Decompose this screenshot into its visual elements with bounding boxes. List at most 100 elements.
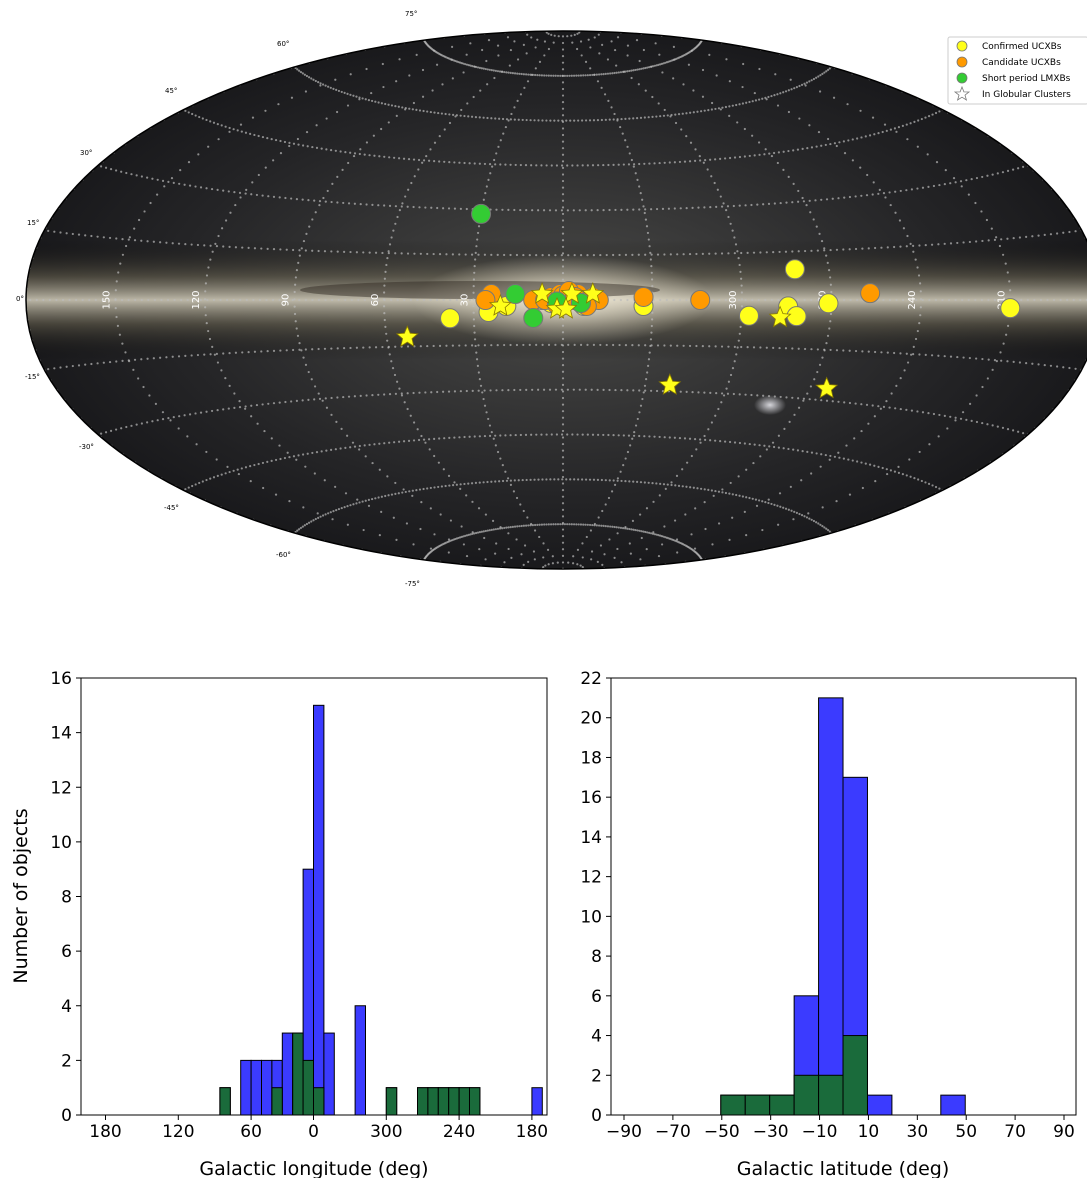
grid-dot (561, 61, 565, 64)
grid-dot (768, 445, 771, 448)
grid-dot (810, 146, 814, 149)
grid-dot (720, 252, 724, 255)
grid-dot (261, 194, 264, 197)
grid-dot (383, 291, 386, 294)
grid-dot (442, 207, 445, 210)
grid-dot (897, 126, 901, 129)
grid-dot (499, 139, 502, 142)
grid-dot (298, 341, 301, 345)
grid-dot (748, 496, 751, 500)
grid-dot (565, 119, 568, 122)
grid-dot (774, 73, 777, 76)
grid-dot (572, 555, 575, 558)
grid-dot (127, 238, 130, 241)
grid-dot (772, 346, 775, 349)
grid-dot (267, 195, 270, 198)
grid-dot (104, 166, 108, 169)
grid-dot (755, 504, 759, 507)
grid-dot (679, 390, 682, 393)
grid-dot (517, 118, 520, 121)
grid-dot (1039, 298, 1043, 302)
grid-dot (465, 63, 469, 66)
grid-dot (624, 527, 627, 530)
grid-dot (234, 246, 238, 249)
grid-dot (740, 251, 743, 255)
grid-dot (522, 343, 525, 347)
grid-dot (722, 202, 725, 205)
grid-dot (579, 40, 583, 43)
grid-dot (644, 208, 647, 211)
grid-dot (464, 63, 467, 66)
grid-dot (472, 311, 475, 314)
grid-dot (731, 229, 734, 232)
grid-dot (561, 186, 565, 189)
grid-dot (483, 344, 486, 347)
grid-dot (395, 80, 398, 83)
grid-dot (429, 507, 432, 510)
grid-dot (427, 438, 431, 441)
grid-dot (473, 65, 476, 68)
grid-dot (459, 114, 462, 117)
grid-dot (954, 416, 957, 419)
grid-dot (568, 523, 571, 526)
y-tick-label: 4 (591, 1027, 602, 1047)
grid-dot (233, 392, 236, 395)
grid-dot (513, 388, 516, 392)
grid-dot (368, 346, 371, 349)
grid-dot (515, 496, 519, 500)
grid-dot (708, 252, 711, 255)
grid-dot (499, 457, 502, 460)
grid-dot (142, 385, 145, 389)
grid-dot (374, 346, 378, 349)
grid-dot (965, 179, 968, 182)
grid-dot (415, 108, 418, 111)
grid-dot (787, 89, 790, 92)
grid-dot (247, 246, 250, 250)
grid-dot (459, 207, 462, 210)
grid-dot (344, 151, 347, 154)
grid-dot (993, 238, 997, 241)
grid-dot (471, 500, 474, 503)
grid-dot (478, 66, 482, 69)
grid-dot (631, 519, 635, 522)
grid-dot (380, 102, 383, 105)
grid-dot (724, 491, 728, 495)
grid-dot (357, 298, 360, 302)
grid-dot (362, 346, 365, 349)
lon-label: 150 (102, 290, 113, 309)
grid-dot (561, 396, 565, 400)
grid-dot (429, 486, 432, 490)
large-magellanic-cloud (754, 395, 786, 415)
grid-dot (453, 481, 456, 484)
grid-dot (773, 395, 776, 398)
grid-dot (596, 80, 600, 83)
grid-dot (791, 250, 794, 253)
grid-dot (912, 345, 915, 348)
grid-dot (540, 164, 543, 167)
grid-dot (806, 147, 809, 150)
grid-dot (927, 185, 930, 188)
grid-dot (912, 250, 915, 253)
grid-dot (729, 373, 733, 377)
grid-dot (831, 400, 834, 403)
grid-dot (483, 162, 487, 166)
grid-dot (507, 208, 510, 212)
grid-dot (991, 424, 994, 427)
grid-dot (397, 157, 401, 160)
grid-dot (1074, 367, 1077, 370)
grid-dot (1018, 361, 1022, 364)
grid-dot (430, 391, 433, 394)
grid-dot (501, 527, 504, 530)
histogram-bar (818, 1074, 844, 1115)
grid-dot (893, 470, 897, 473)
grid-dot (121, 237, 124, 241)
grid-dot (776, 104, 780, 107)
grid-dot (713, 181, 716, 185)
grid-dot (551, 555, 554, 558)
legend-confirmed-marker (956, 40, 968, 52)
grid-dot (270, 137, 273, 141)
grid-dot (968, 402, 972, 405)
histogram-bar (313, 704, 325, 1115)
grid-dot (412, 391, 415, 395)
grid-dot (509, 434, 512, 437)
